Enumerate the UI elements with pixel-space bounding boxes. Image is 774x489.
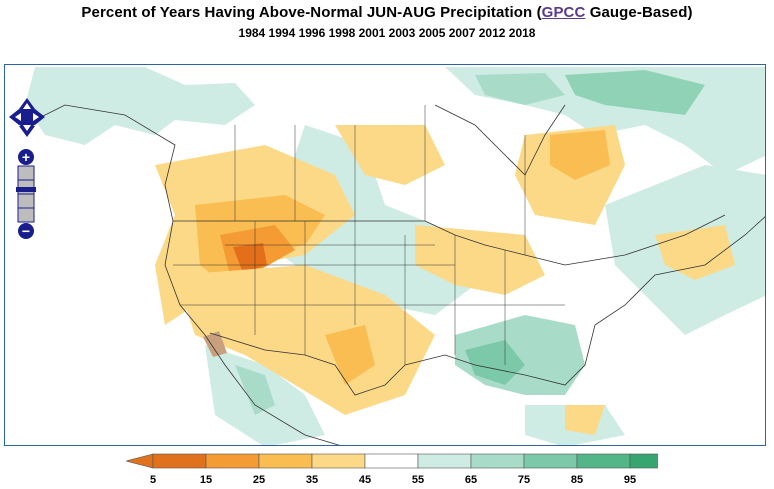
orange-area-canada — [335, 125, 445, 185]
orange-area-florida-south — [565, 405, 605, 435]
color-legend: 5 15 25 35 45 55 65 75 85 95 — [126, 453, 658, 486]
orange-area-midwest — [415, 225, 545, 295]
legend-swatch-1 — [205, 453, 260, 469]
pan-left-icon[interactable] — [9, 109, 19, 125]
legend-tick-label: 35 — [306, 474, 318, 486]
north-america-coastline — [24, 104, 765, 445]
legend-swatch-5 — [417, 453, 472, 469]
title-prefix: Percent of Years Having Above-Normal JUN… — [81, 4, 542, 21]
zoom-in-icon: + — [22, 149, 30, 165]
canada-province-lines — [234, 105, 526, 255]
legend-arrow-left — [126, 453, 154, 469]
pan-center — [16, 106, 38, 128]
legend-tick-label: 25 — [253, 474, 265, 486]
years-list: 1984 1994 1996 1998 2001 2003 2005 2007 … — [238, 26, 536, 40]
zoom-in-button[interactable] — [18, 149, 34, 165]
legend-swatch-3 — [311, 453, 366, 469]
orange-area-idaho-core — [233, 243, 267, 273]
zoom-handle[interactable] — [16, 187, 36, 192]
shading-layer — [25, 67, 765, 445]
legend-tick-label: 5 — [150, 474, 156, 486]
legend-tick-label: 85 — [571, 474, 583, 486]
legend-swatch-2 — [258, 453, 313, 469]
legend-swatch-9 — [629, 453, 658, 469]
legend-tick-label: 75 — [518, 474, 530, 486]
legend-swatch-0 — [152, 453, 207, 469]
green-area-arctic-dark — [565, 70, 705, 115]
legend-tick-label: 55 — [412, 474, 424, 486]
us-mexico-border — [209, 332, 406, 396]
legend-swatch-4 — [364, 453, 419, 469]
pan-arrows-icon — [15, 103, 39, 131]
pan-control[interactable] — [9, 95, 49, 145]
map-title: Percent of Years Having Above-Normal JUN… — [0, 4, 774, 21]
map-panel[interactable]: + − — [4, 64, 766, 446]
green-area-north — [25, 67, 255, 145]
legend-tick-label: 65 — [465, 474, 477, 486]
brown-area-california — [203, 331, 227, 357]
legend-tick-label: 15 — [200, 474, 212, 486]
boundary-layer — [24, 104, 765, 445]
title-suffix: Gauge-Based) — [585, 4, 693, 21]
green-area-mexico-dark — [235, 365, 275, 415]
orange-area-quebec-mid — [550, 130, 610, 180]
legend-tick-label: 45 — [359, 474, 371, 486]
legend-swatch-6 — [470, 453, 525, 469]
hudson-bay-coast — [434, 104, 566, 176]
green-area-gulf — [465, 340, 525, 385]
pan-down-icon[interactable] — [19, 126, 35, 137]
orange-area-texas — [325, 325, 375, 385]
zoom-out-button[interactable] — [18, 223, 34, 239]
legend-bar — [126, 453, 658, 469]
legend-labels: 5 15 25 35 45 55 65 75 85 95 — [150, 474, 636, 486]
us-state-lines — [173, 221, 565, 365]
pan-right-icon[interactable] — [35, 109, 45, 125]
gpcc-link[interactable]: GPCC — [541, 4, 586, 21]
legend-swatch-7 — [523, 453, 578, 469]
legend-swatch-8 — [576, 453, 631, 469]
precip-map[interactable] — [5, 65, 766, 446]
legend-tick-label: 95 — [624, 474, 636, 486]
green-area-hudson — [475, 73, 565, 105]
zoom-control[interactable]: + − — [15, 149, 37, 241]
zoom-out-icon: − — [22, 223, 30, 239]
